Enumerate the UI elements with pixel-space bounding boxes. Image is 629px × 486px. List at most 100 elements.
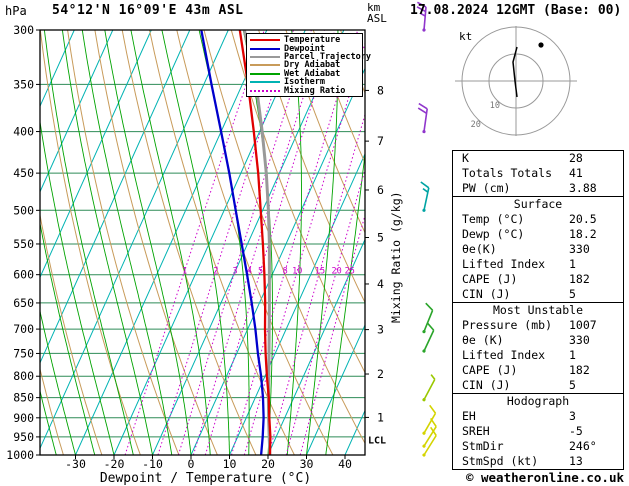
- wind-barb: [422, 374, 436, 402]
- table-row-label: K: [462, 151, 469, 165]
- wind-barb: [422, 302, 434, 334]
- x-axis-label: Dewpoint / Temperature (°C): [99, 471, 312, 486]
- wet-adiabat-line: [286, 30, 302, 455]
- dry-adiabat-line: [312, 30, 365, 165]
- table-row-value: 1: [569, 257, 576, 271]
- isotherm-line: [152, 30, 345, 455]
- wet-adiabat-line: [161, 30, 230, 455]
- dry-adiabat-line: [40, 367, 64, 455]
- wet-adiabat-line: [40, 119, 115, 455]
- temp-tick-label: -10: [142, 457, 163, 471]
- legend-label: Temperature: [284, 35, 341, 46]
- wind-barb: [422, 426, 437, 457]
- table-row-value: 18.2: [569, 227, 597, 241]
- wind-barb: [416, 1, 427, 32]
- mixing-ratio-value-label: 3: [233, 267, 238, 277]
- table-row-label: θe (K): [462, 333, 504, 347]
- mixing-ratio-value-label: 5: [258, 267, 263, 277]
- dry-adiabat-line: [285, 30, 365, 234]
- dry-adiabat-line: [94, 30, 218, 455]
- dry-adiabat-line: [121, 30, 257, 455]
- wet-adiabat-line: [104, 30, 192, 455]
- dry-adiabat-line: [258, 30, 365, 304]
- pressure-tick-label: 850: [13, 391, 34, 405]
- mixing-ratio-value-label: 8: [283, 267, 288, 277]
- table-row-value: 3.88: [569, 181, 597, 195]
- legend-swatch-dry-adiabat: [250, 64, 280, 67]
- legend-label: Parcel Trajectory: [284, 51, 371, 62]
- table-section-hodograph: Hodograph EH 3 SREH -5 StmDir 246° StmSpd (kt) 1…: [453, 393, 623, 469]
- table-row-value: 246°: [569, 439, 597, 453]
- wet-adiabat-line: [40, 221, 96, 455]
- table-section-indices: K 28 Totals Totals 41 PW (cm) 3.88: [453, 151, 623, 196]
- isotherm-line: [75, 30, 268, 455]
- table-row: Dewp (°C) 18.2: [453, 227, 623, 242]
- legend-swatch-isotherm: [250, 81, 280, 84]
- legend-item: Temperature: [250, 35, 359, 46]
- table-row: CIN (J) 5: [453, 378, 623, 393]
- wet-adiabat-line: [40, 308, 76, 455]
- table-row-label: CAPE (J): [462, 272, 518, 286]
- mixing-ratio-line: [299, 213, 365, 455]
- table-row-label: EH: [462, 409, 476, 423]
- table-row: StmSpd (kt) 13: [453, 454, 623, 469]
- pressure-tick-label: 550: [13, 237, 34, 251]
- copyright: © weatheronline.co.uk: [465, 470, 624, 485]
- pressure-tick-label: 450: [13, 166, 34, 180]
- pressure-tick-label: 600: [13, 268, 34, 282]
- table-row-value: 3: [569, 409, 576, 423]
- table-section-title: Most Unstable: [492, 303, 583, 317]
- table-row-value: 330: [569, 242, 590, 256]
- table-row: EH 3: [453, 409, 623, 424]
- table-row-value: 182: [569, 363, 590, 377]
- hodograph-ring-label: 20: [471, 120, 481, 130]
- wet-adiabat-line: [81, 30, 173, 455]
- mixing-ratio-value-label: 20: [331, 267, 341, 277]
- table-row-label: CAPE (J): [462, 363, 518, 377]
- table-row-value: 182: [569, 272, 590, 286]
- table-row-label: SREH: [462, 424, 490, 438]
- mixing-ratio-axis-label: Mixing Ratio (g/kg): [389, 191, 403, 323]
- km-tick-label: 1: [377, 410, 384, 424]
- mixing-ratio-line: [268, 112, 365, 455]
- dry-adiabat-line: [203, 30, 365, 445]
- km-label: km: [367, 1, 381, 14]
- temp-tick-label: 20: [261, 457, 275, 471]
- table-row: Totals Totals 41: [453, 166, 623, 181]
- asl-label: ASL: [367, 12, 387, 25]
- mixing-ratio-value-label: 4: [247, 267, 252, 277]
- sounding-curves: [200, 30, 272, 455]
- hodograph-ring: [488, 53, 544, 109]
- km-tick-label: 4: [377, 277, 384, 291]
- mixing-ratio-line: [285, 168, 365, 455]
- table-row-value: 28: [569, 151, 583, 165]
- pressure-axis-unit: hPa: [5, 4, 27, 18]
- isotherm-line: [267, 238, 365, 455]
- table-row-label: Totals Totals: [462, 166, 553, 180]
- mixing-ratio-value-label: 1: [182, 267, 187, 277]
- hodograph-ring: [461, 26, 571, 136]
- hodograph-unit-label: kt: [459, 30, 472, 43]
- table-row-value: 330: [569, 333, 590, 347]
- storm-motion-dot: [538, 42, 544, 48]
- table-row: Pressure (mb) 1007: [453, 318, 623, 333]
- table-row: K 28: [453, 151, 623, 166]
- table-row: Lifted Index 1: [453, 257, 623, 272]
- km-tick-label: 2: [377, 367, 384, 381]
- legend-label: Wet Adiabat: [284, 68, 341, 79]
- indices-table: K 28 Totals Totals 41 PW (cm) 3.88 Surface Temp…: [452, 150, 624, 470]
- wind-barb: [422, 417, 437, 448]
- wet-adiabat-line: [40, 389, 57, 455]
- isotherm-line: [113, 30, 306, 455]
- table-row-label: StmSpd (kt): [462, 454, 539, 468]
- table-section-most-unstable: Most Unstable Pressure (mb) 1007 θe (K) 330 L…: [453, 302, 623, 393]
- km-tick-label: 6: [377, 183, 384, 197]
- isotherm-line: [40, 30, 191, 365]
- table-row: PW (cm) 3.88: [453, 181, 623, 196]
- table-section-title: Hodograph: [506, 394, 570, 408]
- table-row: Lifted Index 1: [453, 348, 623, 363]
- dry-adiabat-line: [40, 30, 141, 455]
- temp-tick-label: 40: [338, 457, 352, 471]
- table-row-label: Pressure (mb): [462, 318, 553, 332]
